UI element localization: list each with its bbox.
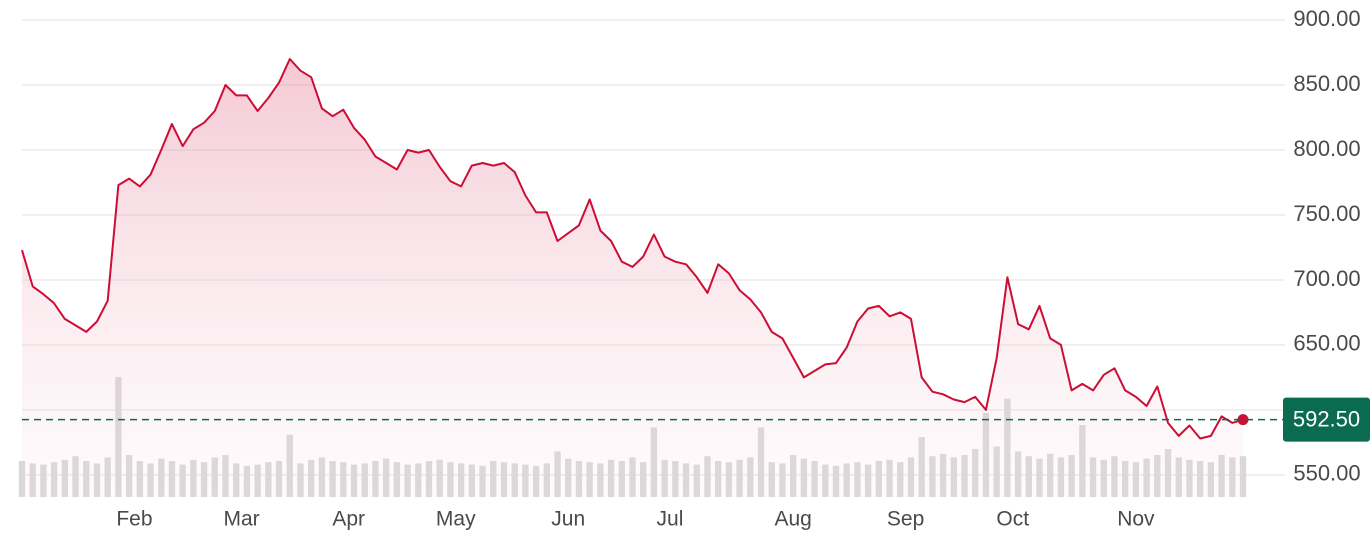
y-tick-label: 650.00 [1293,331,1360,356]
x-tick-label: Aug [774,508,811,531]
y-tick-label: 700.00 [1293,266,1360,291]
y-tick-label: 750.00 [1293,201,1360,226]
last-point [1237,414,1249,426]
x-tick-label: Feb [116,508,152,531]
x-tick-label: Sep [887,508,924,531]
x-tick-label: May [436,508,476,531]
last-price-label: 592.50 [1293,406,1360,431]
y-tick-label: 850.00 [1293,71,1360,96]
x-tick-label: Jul [657,508,684,531]
price-line [21,58,1244,440]
y-tick-label: 800.00 [1293,136,1360,161]
y-tick-label: 900.00 [1293,6,1360,31]
x-tick-label: Apr [332,508,365,531]
x-tick-label: Oct [996,508,1029,531]
price-area [22,59,1243,497]
x-tick-label: Jun [551,508,585,531]
y-tick-label: 550.00 [1293,461,1360,486]
x-tick-label: Mar [223,508,259,531]
x-tick-label: Nov [1117,508,1155,531]
last-price-badge [1283,397,1370,442]
